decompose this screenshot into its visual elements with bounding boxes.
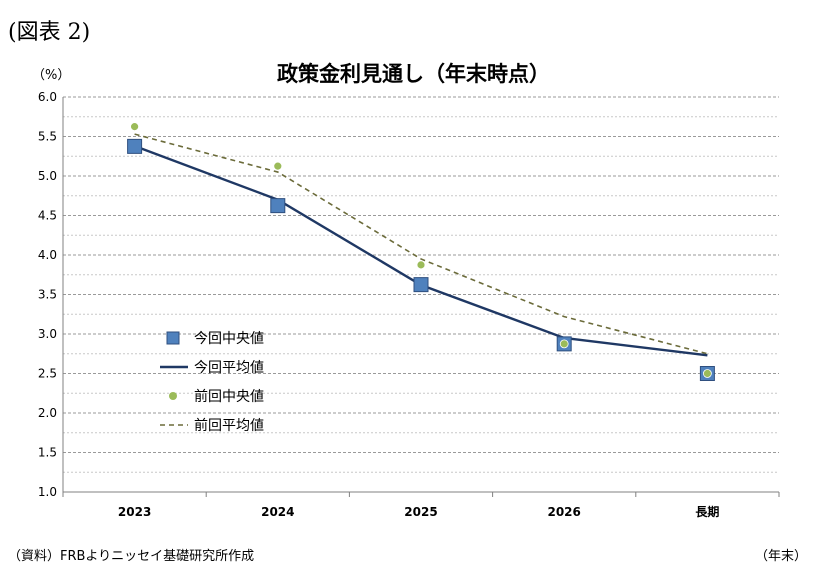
y-tick-label: 1.0 [38,485,57,499]
y-tick-label: 1.5 [38,446,57,460]
chart-title: 政策金利見通し（年末時点） [277,62,550,86]
prev-median-point [703,369,712,378]
figure-label: (図表 2) [8,20,91,45]
current-median-point [413,277,429,293]
y-tick-label: 5.0 [38,169,57,183]
source-note: （資料）FRBよりニッセイ基礎研究所作成 [8,549,255,564]
x-tick-label: 2024 [261,505,294,519]
prev-median-point [416,260,426,270]
y-tick-label: 6.0 [38,90,57,104]
legend-label: 前回中央値 [194,388,264,405]
y-tick-label: 2.0 [38,406,57,420]
series-prev-average-line [134,133,708,355]
legend-label: 前回平均値 [194,417,264,434]
prev-median-point [130,122,140,132]
y-tick-label: 4.5 [38,209,57,223]
prev-median-point [559,339,569,349]
legend-label: 今回中央値 [194,331,264,347]
legend-swatch-prev-median [169,392,177,400]
y-tick-label: 4.0 [38,248,57,262]
legend-label: 今回平均値 [194,360,264,376]
y-axis-unit: （%） [32,68,71,83]
axes [62,97,780,497]
x-tick-labels: 2023 2024 2025 2026 長期 [118,504,720,519]
x-tick-label: 2026 [547,505,580,519]
y-tick-label: 3.5 [38,288,57,302]
x-axis-unit: （年末） [754,549,807,564]
y-tick-label: 5.5 [38,130,57,144]
x-tick-label: 2023 [118,505,151,519]
x-tick-label: 2025 [404,505,437,519]
y-tick-labels: 6.0 5.5 5.0 4.5 4.0 3.5 3.0 2.5 2.0 1.5 1.0 [38,90,57,499]
legend-swatch-current-median [166,331,180,345]
prev-median-point [273,161,283,171]
current-median-point [127,138,143,154]
series-current-average-line [134,144,708,357]
current-median-point [270,198,286,214]
x-tick-label: 長期 [695,504,719,519]
y-tick-label: 3.0 [38,327,57,341]
y-tick-label: 2.5 [38,367,57,381]
series-layer [127,122,715,381]
grid-lines [63,96,779,473]
